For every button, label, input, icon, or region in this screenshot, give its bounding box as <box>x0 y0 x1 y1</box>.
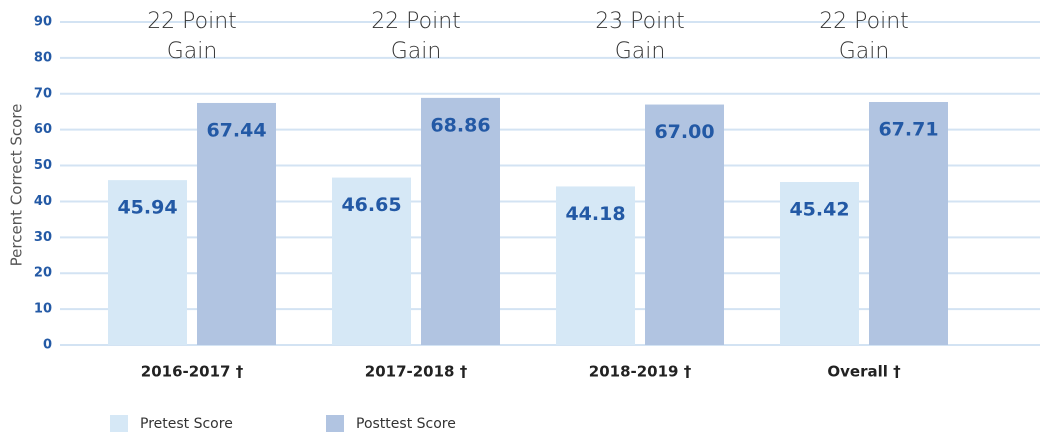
annotation: Gain <box>839 39 890 64</box>
y-tick-label: 20 <box>34 266 52 281</box>
annotation: 22 Point <box>819 9 909 34</box>
y-tick-label: 50 <box>34 158 52 173</box>
value-label: 67.71 <box>878 118 938 140</box>
legend-swatch <box>326 415 344 432</box>
bar <box>108 180 187 345</box>
x-tick-label: Overall † <box>827 363 901 381</box>
value-label: 67.44 <box>206 119 266 141</box>
value-label: 46.65 <box>341 194 401 216</box>
y-tick-label: 10 <box>34 302 52 317</box>
annotation: Gain <box>391 39 442 64</box>
annotation: 22 Point <box>147 9 237 34</box>
bar <box>421 97 500 345</box>
bar <box>332 177 411 345</box>
value-label: 45.94 <box>117 197 177 219</box>
annotation: Gain <box>167 39 218 64</box>
bar <box>556 186 635 345</box>
y-tick-label: 0 <box>43 338 52 353</box>
y-tick-label: 80 <box>34 50 52 65</box>
y-axis-label: Percent Correct Score <box>8 104 26 267</box>
y-tick-label: 60 <box>34 122 52 137</box>
y-tick-label: 30 <box>34 230 52 245</box>
bar <box>869 101 948 345</box>
x-tick-label: 2016-2017 † <box>141 363 244 381</box>
value-label: 44.18 <box>565 203 625 225</box>
value-label: 45.42 <box>789 198 849 220</box>
annotation: 23 Point <box>595 9 685 34</box>
y-tick-label: 70 <box>34 86 52 101</box>
annotation: Gain <box>615 39 666 64</box>
bar <box>645 104 724 346</box>
value-label: 68.86 <box>430 114 490 136</box>
legend-label: Pretest Score <box>140 416 233 432</box>
bar <box>197 102 276 345</box>
value-label: 67.00 <box>654 121 714 143</box>
legend-swatch <box>110 415 128 432</box>
x-tick-label: 2017-2018 † <box>365 363 468 381</box>
y-tick-label: 90 <box>34 15 52 30</box>
x-tick-label: 2018-2019 † <box>589 363 692 381</box>
y-tick-label: 40 <box>34 194 52 209</box>
legend-label: Posttest Score <box>356 416 456 432</box>
bar <box>780 181 859 345</box>
annotation: 22 Point <box>371 9 461 34</box>
